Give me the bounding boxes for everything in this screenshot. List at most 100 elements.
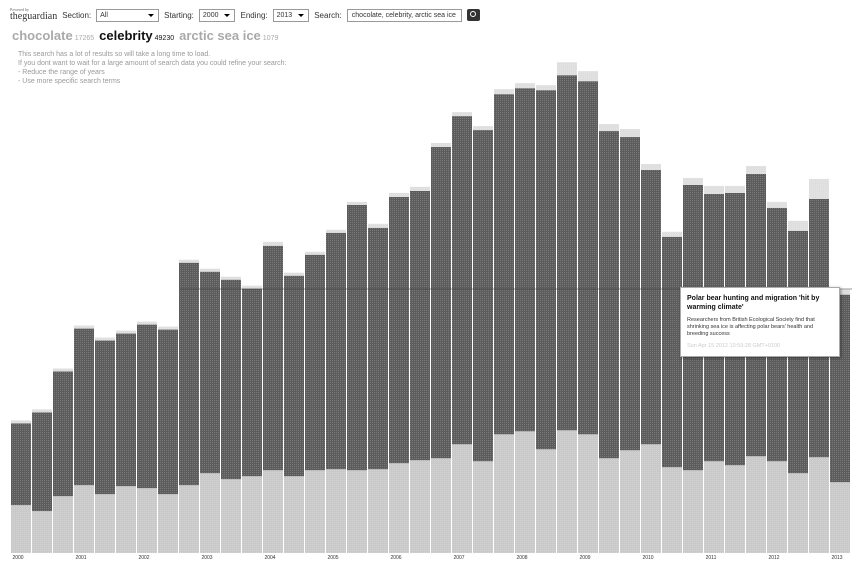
bar-texture: [305, 470, 325, 553]
bar-texture: [494, 89, 514, 95]
legend-item[interactable]: arctic sea ice 1079: [179, 28, 283, 43]
bar-texture: [158, 494, 178, 553]
end-select[interactable]: 2013: [272, 8, 310, 22]
bar-texture: [683, 177, 703, 185]
bar-texture: [725, 465, 745, 553]
logo[interactable]: Powered by theguardian: [10, 8, 57, 22]
bar-texture: [200, 271, 220, 474]
bar-texture: [368, 469, 388, 553]
bar-texture: [305, 251, 325, 255]
bar-texture: [473, 126, 493, 131]
bar-texture: [284, 275, 304, 477]
x-tick-label: 2010: [642, 555, 653, 561]
x-tick-label: 2004: [264, 555, 275, 561]
bar-texture: [95, 337, 115, 341]
bar-texture: [242, 288, 262, 477]
bar-texture: [242, 285, 262, 289]
bar-texture: [746, 456, 766, 553]
bar-texture: [74, 485, 94, 553]
bar-texture: [347, 201, 367, 205]
bar-texture: [179, 259, 199, 263]
bar-texture: [599, 131, 619, 459]
x-tick-label: 2006: [390, 555, 401, 561]
bar-texture: [557, 62, 577, 76]
bar-texture: [221, 279, 241, 480]
bar-texture: [746, 165, 766, 174]
x-tick-label: 2003: [201, 555, 212, 561]
bar-texture: [767, 461, 787, 553]
bar-texture: [53, 368, 73, 372]
bar-texture: [116, 486, 136, 553]
bar-texture: [830, 482, 850, 553]
bar-texture: [11, 420, 31, 424]
notice: This search has a lot of results so will…: [12, 46, 316, 90]
search-label: Search:: [314, 10, 342, 20]
bar-texture: [620, 129, 640, 138]
bar-texture: [641, 444, 661, 553]
bar-texture: [809, 457, 829, 553]
bar-texture: [788, 473, 808, 553]
logo-small: Powered by: [10, 7, 29, 12]
bar-texture: [767, 201, 787, 208]
tooltip: Polar bear hunting and migration 'hit by…: [680, 287, 840, 357]
x-tick-label: 2001: [75, 555, 86, 561]
bar-texture: [389, 463, 409, 553]
bar-texture: [326, 229, 346, 233]
bar-texture: [221, 479, 241, 553]
bar-texture: [137, 321, 157, 325]
bar-texture: [473, 130, 493, 462]
bar-texture: [578, 71, 598, 82]
bar-texture: [452, 116, 472, 445]
bar-texture: [11, 423, 31, 506]
bar-texture: [599, 458, 619, 553]
x-tick-label: 2009: [579, 555, 590, 561]
legend-name: chocolate: [12, 28, 73, 43]
bar-texture: [158, 329, 178, 495]
bar-texture: [452, 444, 472, 553]
x-tick-label: 2007: [453, 555, 464, 561]
bar-texture: [809, 178, 829, 199]
legend-item[interactable]: chocolate 17265: [12, 28, 99, 43]
legend-name: arctic sea ice: [179, 28, 261, 43]
header: Powered by theguardian Section: All Start…: [10, 5, 480, 25]
tooltip-title: Polar bear hunting and migration 'hit by…: [687, 295, 820, 311]
bar-texture: [326, 232, 346, 470]
search-input[interactable]: chocolate, celebrity, arctic sea ice: [346, 8, 462, 22]
bar-texture: [326, 469, 346, 553]
bar-texture: [305, 254, 325, 471]
bar-texture: [494, 94, 514, 435]
bar-texture: [431, 147, 451, 459]
logo-text: theguardian: [10, 11, 58, 22]
search-button[interactable]: [466, 9, 480, 21]
bar-texture: [389, 196, 409, 464]
bar-texture: [137, 488, 157, 553]
bar-texture: [410, 460, 430, 553]
x-tick-label: 2002: [138, 555, 149, 561]
bar-texture: [473, 461, 493, 553]
legend-name: celebrity: [99, 28, 153, 43]
notice-line: If you dont want to wait for a large amo…: [18, 60, 287, 67]
start-select[interactable]: 2000: [198, 8, 236, 22]
bar-texture: [431, 143, 451, 148]
bar-texture: [704, 185, 724, 194]
bar-texture: [641, 163, 661, 170]
bar-texture: [662, 231, 682, 237]
bar-texture: [662, 236, 682, 468]
legend-total: 49230: [154, 35, 175, 42]
bar-texture: [452, 112, 472, 117]
bar-texture: [494, 434, 514, 553]
legend-item[interactable]: celebrity 49230: [99, 28, 179, 43]
bar-texture: [662, 467, 682, 553]
bar-texture: [410, 186, 430, 191]
tooltip-text: Researchers from British Ecological Soci…: [687, 317, 815, 337]
bar-texture: [620, 450, 640, 553]
bar-texture: [116, 330, 136, 334]
bar-texture: [179, 485, 199, 553]
bar-texture: [32, 409, 52, 413]
x-tick-label: 2008: [516, 555, 527, 561]
bar-texture: [137, 324, 157, 489]
bar-texture: [263, 470, 283, 553]
bar-texture: [578, 434, 598, 553]
bar-texture: [95, 494, 115, 553]
section-select[interactable]: All: [96, 8, 160, 22]
